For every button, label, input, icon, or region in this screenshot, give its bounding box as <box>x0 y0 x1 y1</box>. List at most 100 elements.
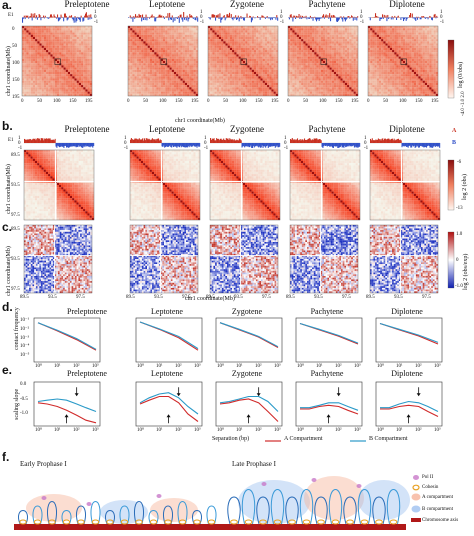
panel-c-x-tick-3-2: 97.5 <box>342 295 351 300</box>
panel-d-plot-2 <box>215 317 283 363</box>
panel-a-e1-tick-1-0: 1 <box>200 10 203 15</box>
panel-a-x-tick-4-1: 50 <box>383 99 388 104</box>
panel-d-x-tick-2-3: 10³ <box>274 364 281 369</box>
panel-a-e1-track-1 <box>128 12 199 23</box>
panel-e-x-tick-4-3: 10³ <box>434 428 441 433</box>
panel-b-y-tick-1: 93.5 <box>11 183 20 188</box>
panel-e-title-0: Preleptotene <box>67 369 107 378</box>
panel-e-x-tick-1-2: 10² <box>175 428 182 433</box>
panel-a-e1-tick-0-0: 1 <box>94 10 97 15</box>
panel-a-heatmap-1 <box>127 25 199 97</box>
early-cohesin-7 <box>120 519 129 525</box>
panel-c-x-tick-1-0: 89.5 <box>126 295 135 300</box>
panel-e-series-3-0 <box>300 404 359 415</box>
early-loop-5 <box>90 501 101 525</box>
panel-a-e1-track-2 <box>208 12 279 23</box>
panel-b-e1-tick-4-2: -1 <box>364 146 369 151</box>
panel-a-x-tick-4-0: 0 <box>367 99 370 104</box>
panel-c-x-tick-3-1: 93.5 <box>314 295 323 300</box>
panel-b-e1-tick-3-2: -1 <box>284 146 289 151</box>
panel-e-series-0-0 <box>37 402 97 424</box>
panel-d-series-2-0 <box>219 322 279 348</box>
panel-a-e1-tick-2-0: 1 <box>280 10 283 15</box>
panel-c-x-tick-2-2: 97.5 <box>262 295 271 300</box>
panel-b-cb-tick-bottom: -13 <box>456 206 463 211</box>
panel-b-title-1: Leptotene <box>149 124 185 134</box>
panel-a-x-tick-0-2: 100 <box>53 99 61 104</box>
panel-d-x-tick-3-3: 10³ <box>354 364 361 369</box>
panel-b-heatmap-4 <box>369 149 441 221</box>
panel-a-y-tick-4: 195 <box>12 95 20 100</box>
panel-d-x-tick-2-1: 10¹ <box>236 364 243 369</box>
panel-a-y-tick-1: 50 <box>12 44 17 49</box>
panel-a-e1-tick-3-2: -1 <box>360 20 365 25</box>
panel-b-e1-track-0 <box>24 138 95 148</box>
late-cohesin-5 <box>302 519 311 525</box>
panel-e-legend-a-swatch <box>265 440 281 442</box>
early-loop-2 <box>47 501 57 525</box>
panel-a-title-2: Zygotene <box>230 0 264 9</box>
panel-c-x-tick-0-0: 89.5 <box>20 295 29 300</box>
panel-a-x-tick-4-3: 150 <box>415 99 423 104</box>
panel-e-series-4-1 <box>380 400 439 412</box>
panel-b-y-tick-2: 97.5 <box>11 213 20 218</box>
panel-e-x-tick-4-1: 10¹ <box>396 428 403 433</box>
panel-e-x-tick-3-2: 10² <box>335 428 342 433</box>
panel-d-title-2: Zygotene <box>231 307 263 316</box>
early-cohesin-12 <box>193 519 201 525</box>
late-cohesin-2 <box>259 519 267 525</box>
panel-d-y-tick-4: 10⁻⁵ <box>20 353 30 359</box>
panel-c-y-tick-0: 89.5 <box>11 227 20 232</box>
panel-e-x-tick-1-0: 10⁰ <box>137 428 145 433</box>
panel-d-plot-0 <box>33 317 101 363</box>
late-cohesin-10 <box>375 519 383 525</box>
panel-a-e1-track-3 <box>288 13 359 22</box>
panel-a-title-3: Pachytene <box>308 0 346 9</box>
early-cohesin-0 <box>19 519 27 525</box>
panel-c-x-tick-4-1: 93.5 <box>394 295 403 300</box>
panel-b-title-0: Preleptotene <box>64 124 110 134</box>
panel-a-x-tick-3-4: 195 <box>351 99 359 104</box>
legend-chromosome-axis: Chromosome axis <box>422 518 459 523</box>
early-cohesin-2 <box>48 519 56 525</box>
panel-b-cb-tick-top: -6 <box>457 160 462 165</box>
early-cohesin-4 <box>77 519 85 525</box>
panel-a-e1-tick-0-2: -1 <box>94 20 99 25</box>
panel-c-y-tick-2: 97.5 <box>11 287 20 292</box>
panel-b-colorbar <box>447 159 455 211</box>
legend-b-compartment-icon <box>411 505 421 513</box>
panel-d-y-tick-1: 10⁻² <box>20 326 30 332</box>
panel-c-x-tick-1-1: 93.5 <box>154 295 163 300</box>
late-cohesin-9 <box>360 519 369 525</box>
panel-a-e1-label: E1 <box>8 13 14 18</box>
panel-e-legend-a: A Compartment <box>284 436 323 442</box>
panel-a-e1-tick-3-1: 0 <box>360 15 363 20</box>
panel-b-e1-track-2 <box>210 138 281 148</box>
late-cohesin-7 <box>331 519 340 525</box>
panel-e-x-tick-2-0: 10⁰ <box>217 428 225 433</box>
early-cohesin-1 <box>33 519 42 525</box>
panel-b-letter-a: A <box>452 128 457 134</box>
panel-d-x-tick-3-0: 10⁰ <box>297 364 305 369</box>
panel-e-y-tick-2: -1.0 <box>20 411 28 417</box>
panel-d-series-1-1 <box>139 321 199 350</box>
legend-a-compartment: A compartment <box>422 495 453 500</box>
compartment-blob-2 <box>150 498 198 522</box>
early-loop-11 <box>177 501 188 525</box>
legend-polii: Pol II <box>422 475 434 480</box>
late-cohesin-4 <box>288 519 296 525</box>
panel-d-x-tick-4-0: 10⁰ <box>377 364 385 369</box>
early-cohesin-10 <box>164 519 172 525</box>
panel-d-series-4-1 <box>379 322 439 343</box>
panel-a-title-0: Preleptotene <box>64 0 110 9</box>
panel-d-x-tick-2-2: 10² <box>255 364 262 369</box>
panel-e-x-tick-1-3: 10³ <box>194 428 201 433</box>
panel-a-e1-tick-4-2: -1 <box>440 20 445 25</box>
late-loop-6 <box>314 496 328 525</box>
panel-d-series-2-1 <box>219 322 279 348</box>
late-loop-2 <box>256 496 270 525</box>
late-cohesin-6 <box>317 519 325 525</box>
panel-d-x-tick-1-0: 10⁰ <box>137 364 145 369</box>
panel-a-x-tick-1-0: 0 <box>127 99 130 104</box>
panel-c-heatmap-3 <box>289 224 359 294</box>
